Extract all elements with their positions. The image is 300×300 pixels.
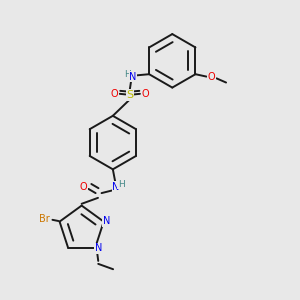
Text: N: N (94, 243, 102, 253)
Text: H: H (118, 180, 124, 189)
Text: O: O (141, 89, 149, 99)
Text: O: O (110, 89, 118, 99)
Text: Br: Br (39, 214, 50, 224)
Text: N: N (112, 182, 119, 192)
Text: H: H (124, 70, 131, 79)
Text: O: O (80, 182, 88, 192)
Text: N: N (129, 72, 137, 82)
Text: S: S (126, 90, 134, 100)
Text: N: N (103, 216, 110, 226)
Text: O: O (208, 72, 216, 82)
